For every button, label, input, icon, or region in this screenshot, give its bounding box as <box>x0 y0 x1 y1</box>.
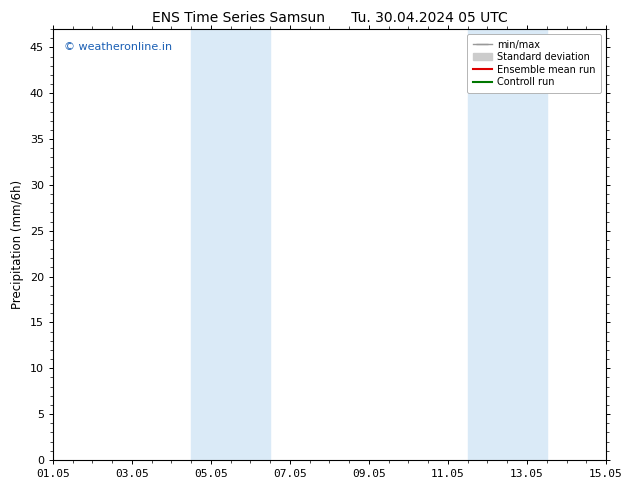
Y-axis label: Precipitation (mm/6h): Precipitation (mm/6h) <box>11 180 24 309</box>
Bar <box>191 29 270 460</box>
Legend: min/max, Standard deviation, Ensemble mean run, Controll run: min/max, Standard deviation, Ensemble me… <box>467 34 601 93</box>
Title: ENS Time Series Samsun      Tu. 30.04.2024 05 UTC: ENS Time Series Samsun Tu. 30.04.2024 05… <box>152 11 507 25</box>
Text: © weatheronline.in: © weatheronline.in <box>64 42 172 52</box>
Bar <box>468 29 547 460</box>
